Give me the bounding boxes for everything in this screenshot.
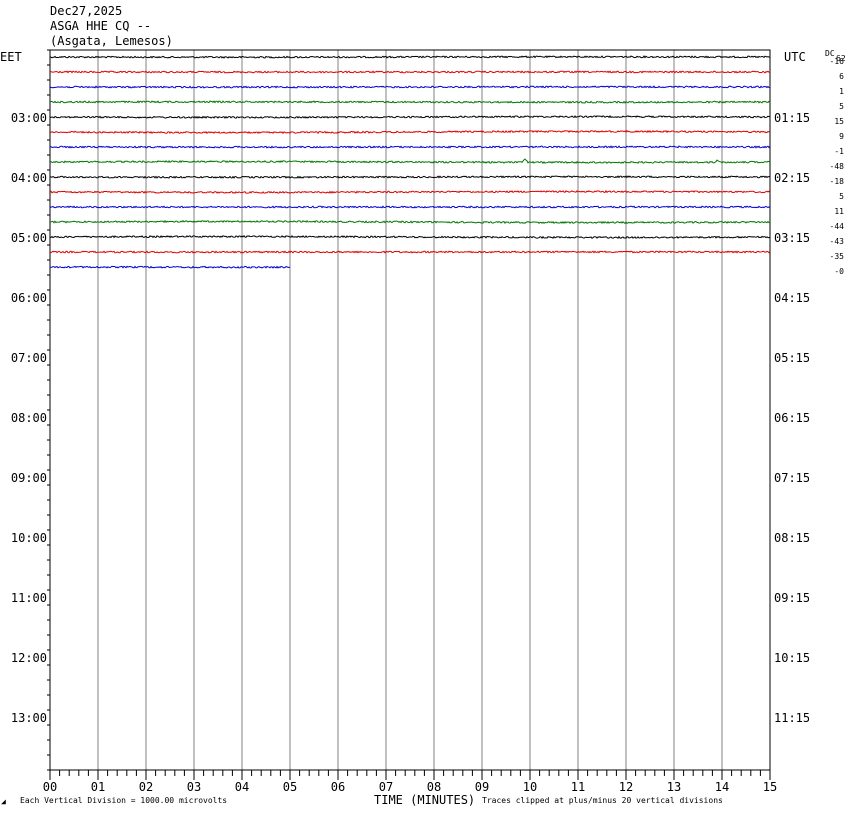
trace-line	[49, 85, 771, 89]
trace-line	[49, 158, 771, 164]
dc-offset-label: 5	[839, 102, 844, 111]
right-hour-label: 09:15	[774, 591, 810, 605]
x-tick-label: 03	[187, 780, 201, 794]
left-hour-label: 04:00	[11, 171, 47, 185]
x-tick-label: 04	[235, 780, 249, 794]
dc-offset-label: 15	[834, 117, 844, 126]
left-timezone-label: EET	[0, 50, 22, 64]
x-tick-label: 09	[475, 780, 489, 794]
left-hour-label: 06:00	[11, 291, 47, 305]
dc-offset-label: -44	[830, 222, 845, 231]
trace-line	[49, 145, 771, 149]
date-label: Dec27,2025	[50, 4, 123, 18]
right-hour-label: 03:15	[774, 231, 810, 245]
dc-offset-label: -0	[834, 267, 844, 276]
x-tick-label: 10	[523, 780, 537, 794]
x-tick-label: 02	[139, 780, 153, 794]
dc-offset-label: 11	[834, 207, 844, 216]
trace-line	[49, 189, 771, 194]
dc-offset-label: 5	[839, 192, 844, 201]
trace-line	[49, 129, 771, 135]
left-hour-label: 11:00	[11, 591, 47, 605]
trace-line	[49, 115, 771, 119]
trace-line	[49, 55, 771, 59]
x-tick-label: 15	[763, 780, 777, 794]
x-axis-title: TIME (MINUTES)	[374, 793, 476, 807]
right-hour-label: 10:15	[774, 651, 810, 665]
right-hour-label: 11:15	[774, 711, 810, 725]
x-tick-label: 13	[667, 780, 681, 794]
x-tick-label: 12	[619, 780, 633, 794]
dc-header-sub: 62	[836, 54, 846, 63]
trace-line	[49, 235, 771, 239]
dc-header: DC	[825, 49, 835, 58]
trace-line	[49, 175, 771, 179]
right-hour-label: 07:15	[774, 471, 810, 485]
trace-line	[49, 250, 771, 254]
trace-line	[49, 265, 291, 269]
trace-line	[49, 70, 771, 74]
dc-offset-label: -16	[830, 57, 845, 66]
right-hour-label: 05:15	[774, 351, 810, 365]
left-hour-label: 09:00	[11, 471, 47, 485]
x-tick-label: 11	[571, 780, 585, 794]
corner-mark: ◢	[1, 797, 6, 806]
x-tick-label: 01	[91, 780, 105, 794]
right-hour-label: 01:15	[774, 111, 810, 125]
right-hour-label: 02:15	[774, 171, 810, 185]
dc-offset-label: 9	[839, 132, 844, 141]
left-hour-label: 05:00	[11, 231, 47, 245]
trace-line	[49, 219, 771, 225]
dc-offset-label: -35	[830, 252, 845, 261]
dc-offset-label: 6	[839, 72, 844, 81]
left-hour-label: 13:00	[11, 711, 47, 725]
x-tick-label: 06	[331, 780, 345, 794]
dc-offset-label: -18	[830, 177, 845, 186]
left-hour-label: 08:00	[11, 411, 47, 425]
dc-offset-label: 1	[839, 87, 844, 96]
scale-note: Each Vertical Division = 1000.00 microvo…	[20, 796, 228, 805]
trace-line	[49, 100, 771, 104]
left-hour-label: 03:00	[11, 111, 47, 125]
right-hour-label: 06:15	[774, 411, 810, 425]
x-tick-label: 07	[379, 780, 393, 794]
plot-frame	[49, 49, 771, 771]
x-tick-label: 08	[427, 780, 441, 794]
x-tick-label: 14	[715, 780, 729, 794]
clip-note: Traces clipped at plus/minus 20 vertical…	[482, 796, 723, 805]
left-hour-label: 12:00	[11, 651, 47, 665]
location-label: (Asgata, Lemesos)	[50, 34, 173, 48]
station-label: ASGA HHE CQ --	[50, 19, 152, 33]
x-tick-label: 00	[43, 780, 57, 794]
right-hour-label: 04:15	[774, 291, 810, 305]
dc-offset-label: -43	[830, 237, 845, 246]
left-hour-label: 10:00	[11, 531, 47, 545]
trace-line	[49, 205, 771, 209]
dc-offset-label: -48	[830, 162, 845, 171]
right-hour-label: 08:15	[774, 531, 810, 545]
dc-offset-label: -1	[834, 147, 844, 156]
right-timezone-label: UTC	[784, 50, 806, 64]
left-hour-label: 07:00	[11, 351, 47, 365]
x-tick-label: 05	[283, 780, 297, 794]
